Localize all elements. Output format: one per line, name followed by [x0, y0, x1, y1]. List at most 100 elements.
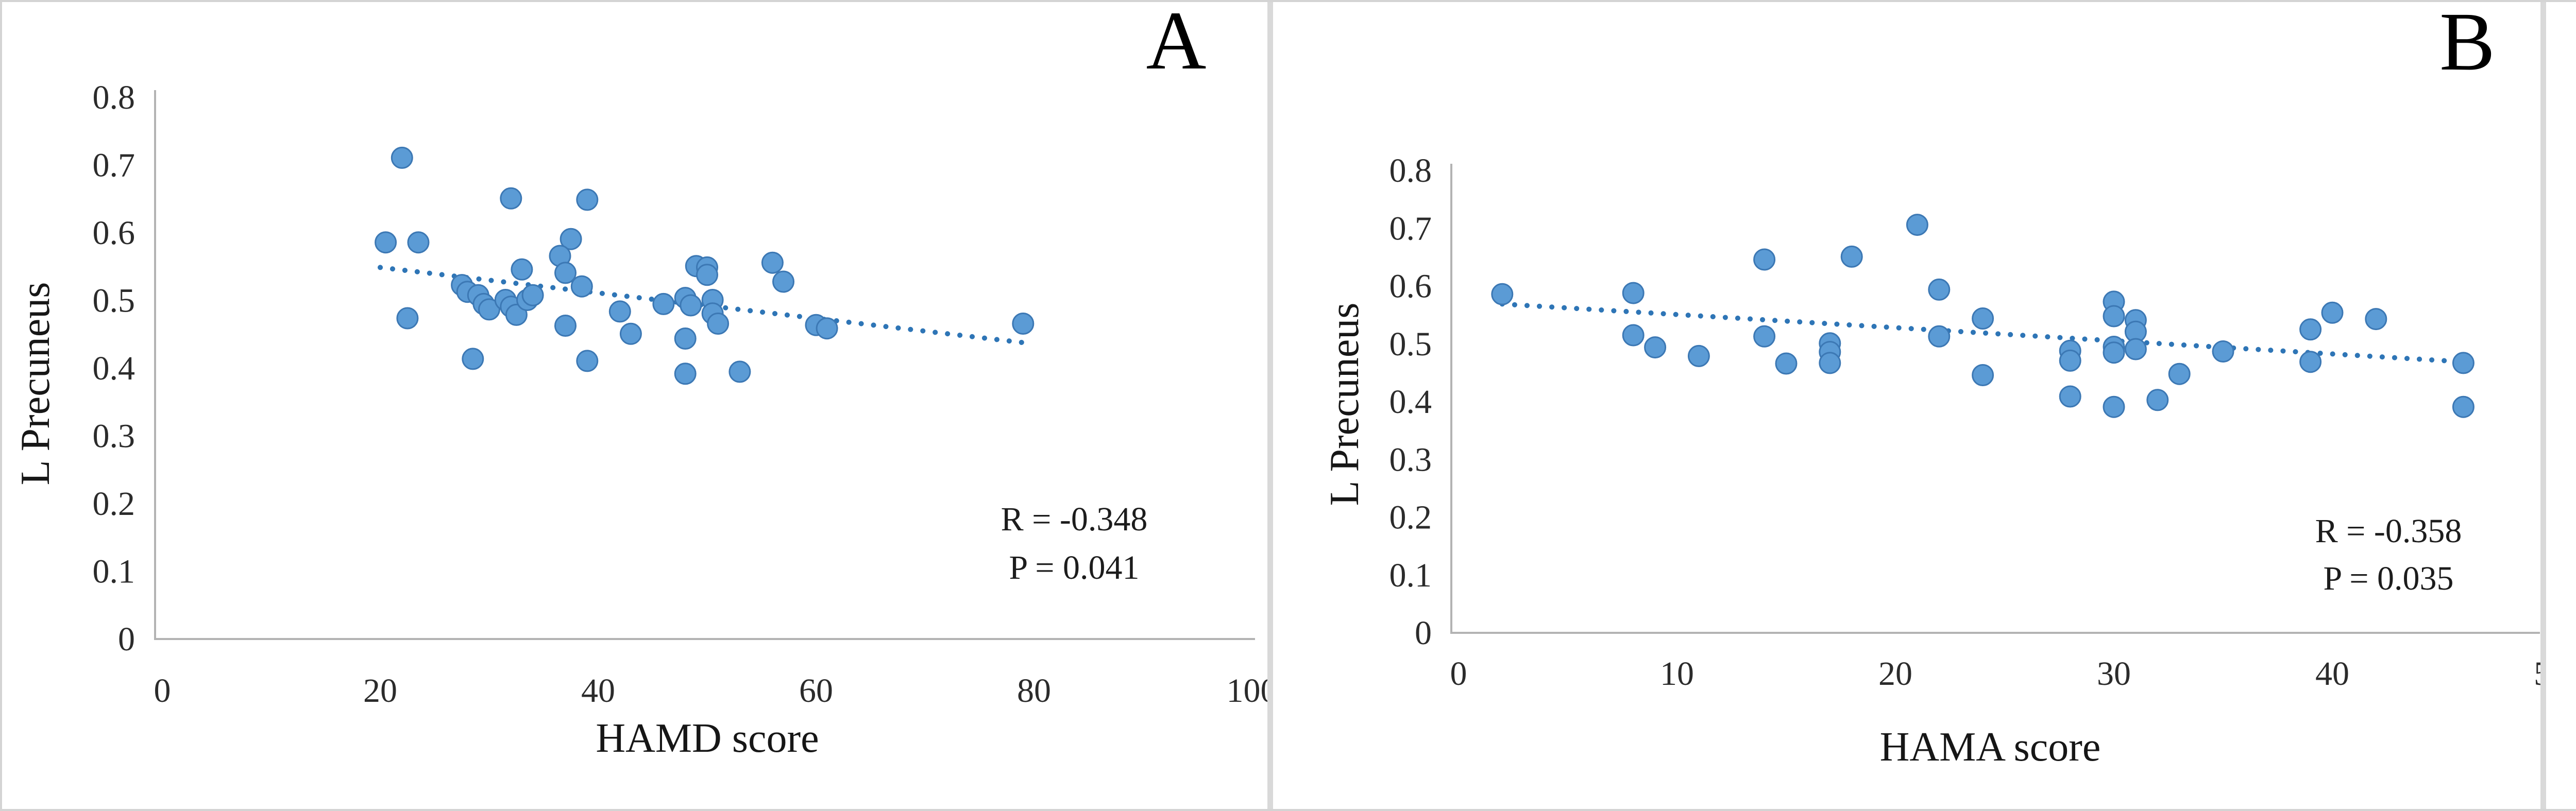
scatter-point — [505, 303, 528, 326]
scatter-point — [391, 146, 413, 169]
scatter-point — [2321, 301, 2344, 324]
y-tick-label: 0.1 — [93, 553, 135, 591]
scatter-point — [2365, 308, 2387, 331]
x-tick-label: 0 — [1450, 655, 1467, 693]
scatter-point — [2059, 385, 2081, 408]
y-tick-label: 0.8 — [93, 79, 135, 116]
scatter-point — [674, 363, 697, 385]
scatter-point — [696, 264, 718, 286]
scatter-point — [1644, 336, 1667, 359]
x-tick-label: 30 — [2097, 655, 2131, 693]
x-tick-label: 100 — [1227, 672, 1268, 710]
x-tick-labels: 0 20 40 60 80 100 — [154, 672, 1268, 710]
correlation-r-value: R = -0.358 — [2315, 512, 2462, 550]
scatter-point — [1906, 214, 1928, 236]
scatter-point — [2212, 340, 2234, 363]
scatter-point — [1819, 352, 1841, 374]
scatter-point — [772, 270, 794, 293]
scatter-point — [2124, 338, 2147, 360]
scatter-point — [1753, 325, 1776, 348]
scatter-point — [500, 187, 522, 210]
y-axis-title: L Precuneus — [13, 282, 58, 486]
scatter-point — [674, 327, 697, 350]
y-axis-title: L Precuneus — [1322, 303, 1367, 506]
y-tick-label: 0.6 — [93, 214, 135, 252]
scatter-point — [2103, 341, 2125, 364]
y-tick-label: 0.8 — [1389, 152, 1432, 189]
scatter-point — [1012, 313, 1035, 335]
y-tick-label: 0 — [118, 620, 135, 658]
scatter-point — [396, 307, 419, 330]
correlation-p-value: P = 0.035 — [2324, 560, 2454, 597]
y-tick-label: 0.3 — [1389, 441, 1432, 478]
scatter-chart-bis: 00.10.20.30.40.50.60.70.8 020406080100 R… — [2546, 0, 2576, 811]
scatter-point — [2452, 395, 2475, 418]
panel-separator — [2540, 0, 2546, 811]
x-tick-label: 0 — [154, 672, 171, 710]
scatter-point — [816, 317, 838, 340]
x-tick-label: 10 — [1660, 655, 1694, 693]
x-axis-title: HAMA score — [1880, 724, 2101, 770]
scatter-point — [511, 258, 533, 281]
y-tick-label: 0.2 — [93, 485, 135, 523]
y-tick-label: 0.1 — [1389, 557, 1432, 594]
panel-c: 00.10.20.30.40.50.60.70.8 020406080100 R… — [2546, 0, 2576, 811]
x-tick-label: 80 — [1017, 672, 1051, 710]
scatter-point — [1972, 307, 1994, 330]
panel-b: 0 0.1 0.2 0.3 0.4 0.5 0.6 0.7 0.8 0 10 20 30 40 50 L … — [1273, 0, 2540, 811]
scatter-point — [1928, 278, 1951, 301]
x-tick-label: 20 — [1878, 655, 1912, 693]
scatter-point — [570, 275, 593, 298]
scatter-point — [521, 284, 544, 306]
scatter-point — [2146, 389, 2169, 411]
scatter-point — [1622, 324, 1645, 347]
scatter-point — [375, 231, 397, 254]
scatter-point — [761, 251, 784, 274]
y-tick-label: 0.2 — [1389, 499, 1432, 537]
scatter-point — [1840, 245, 1863, 268]
scatter-point — [1622, 282, 1645, 304]
scatter-point — [478, 298, 500, 321]
scatter-point — [2103, 395, 2125, 418]
scatter-point — [554, 262, 577, 284]
scatter-chart-hama: 0 0.1 0.2 0.3 0.4 0.5 0.6 0.7 0.8 0 10 20 30 40 50 L … — [1322, 0, 2541, 770]
scatter-points — [375, 146, 1035, 385]
scatter-point — [2059, 349, 2081, 372]
scatter-point — [1753, 248, 1776, 271]
y-tick-label: 0.4 — [93, 350, 135, 387]
scatter-point — [1972, 364, 1994, 386]
x-tick-labels: 0 10 20 30 40 50 — [1450, 655, 2541, 693]
scatter-point — [2168, 363, 2191, 385]
y-tick-label: 0.5 — [1389, 325, 1432, 363]
scatter-point — [560, 228, 582, 250]
scatter-point — [576, 188, 599, 211]
y-tick-label: 0.5 — [93, 282, 135, 320]
y-tick-label: 0.7 — [1389, 210, 1432, 247]
x-tick-label: 50 — [2534, 655, 2540, 693]
y-tick-label: 0 — [1415, 614, 1432, 652]
scatter-point — [608, 300, 631, 323]
scatter-point — [707, 313, 730, 335]
scatter-point — [1775, 352, 1798, 375]
scatter-point — [407, 231, 430, 254]
scatter-point — [2103, 305, 2125, 327]
y-tick-labels: 0 0.1 0.2 0.3 0.4 0.5 0.6 0.7 0.8 — [1389, 152, 1432, 652]
scatter-point — [1928, 325, 1951, 348]
scatter-point — [1687, 344, 1710, 367]
scatter-point — [576, 350, 599, 372]
scatter-points — [1491, 214, 2475, 418]
scatter-chart-hamd: 0 0.1 0.2 0.3 0.4 0.5 0.6 0.7 0.8 0 20 40 60 80 100 L… — [13, 0, 1268, 761]
correlation-p-value: P = 0.041 — [1009, 549, 1140, 586]
correlation-r-value: R = -0.348 — [1001, 501, 1148, 538]
y-tick-label: 0.3 — [93, 418, 135, 455]
panel-a: 0 0.1 0.2 0.3 0.4 0.5 0.6 0.7 0.8 0 20 40 60 80 100 L… — [0, 0, 1267, 811]
scatter-point — [728, 360, 751, 383]
panel-letter: B — [2439, 0, 2495, 88]
y-tick-label: 0.6 — [1389, 268, 1432, 305]
x-axis-title: HAMD score — [596, 716, 819, 761]
x-tick-label: 60 — [799, 672, 833, 710]
x-tick-label: 40 — [581, 672, 615, 710]
panel-letter: A — [1146, 0, 1207, 87]
scatter-point — [680, 294, 702, 317]
